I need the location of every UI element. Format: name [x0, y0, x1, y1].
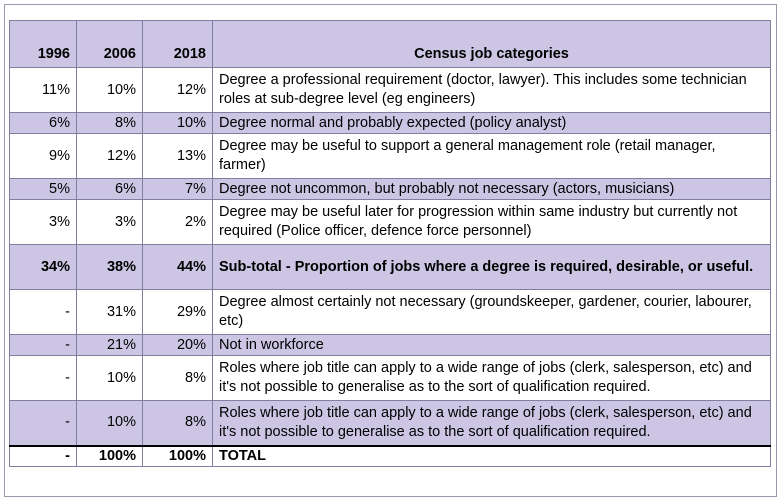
table-row: 3% 3% 2% Degree may be useful later for … — [9, 199, 771, 245]
cell-1996: - — [9, 355, 77, 401]
cell-2018: 7% — [142, 178, 213, 200]
cell-2018: 2% — [142, 199, 213, 245]
cell-2006: 6% — [76, 178, 143, 200]
cell-category: Degree not uncommon, but probably not ne… — [212, 178, 771, 200]
cell-category: TOTAL — [212, 444, 771, 467]
cell-category: Degree may be useful to support a genera… — [212, 133, 771, 179]
cell-category: Degree normal and probably expected (pol… — [212, 112, 771, 134]
cell-2006: 10% — [76, 400, 143, 446]
cell-category: Roles where job title can apply to a wid… — [212, 400, 771, 446]
cell-2006: 3% — [76, 199, 143, 245]
cell-2006: 100% — [76, 444, 143, 467]
cell-1996: 3% — [9, 199, 77, 245]
table-row: 11% 10% 12% Degree a professional requir… — [9, 67, 771, 113]
header-2018: 2018 — [142, 20, 213, 68]
cell-2006: 38% — [76, 244, 143, 290]
table-row: 9% 12% 13% Degree may be useful to suppo… — [9, 133, 771, 179]
cell-category: Sub-total - Proportion of jobs where a d… — [212, 244, 771, 290]
cell-2018: 100% — [142, 444, 213, 467]
table-row: - 10% 8% Roles where job title can apply… — [9, 355, 771, 401]
table-row: - 21% 20% Not in workforce — [9, 334, 771, 356]
cell-category: Degree may be useful later for progressi… — [212, 199, 771, 245]
header-row: 1996 2006 2018 Census job categories — [9, 20, 771, 68]
cell-category: Degree almost certainly not necessary (g… — [212, 289, 771, 335]
cell-2006: 12% — [76, 133, 143, 179]
table-row: 5% 6% 7% Degree not uncommon, but probab… — [9, 178, 771, 200]
cell-1996: - — [9, 444, 77, 467]
table-row: 6% 8% 10% Degree normal and probably exp… — [9, 112, 771, 134]
table-frame — [4, 4, 777, 497]
cell-1996: - — [9, 334, 77, 356]
cell-1996: - — [9, 289, 77, 335]
cell-1996: 5% — [9, 178, 77, 200]
cell-2018: 8% — [142, 400, 213, 446]
total-row: - 100% 100% TOTAL — [9, 444, 771, 467]
cell-1996: - — [9, 400, 77, 446]
cell-1996: 11% — [9, 67, 77, 113]
cell-2018: 8% — [142, 355, 213, 401]
cell-category: Roles where job title can apply to a wid… — [212, 355, 771, 401]
cell-2006: 31% — [76, 289, 143, 335]
header-1996: 1996 — [9, 20, 77, 68]
table-row: - 31% 29% Degree almost certainly not ne… — [9, 289, 771, 335]
census-job-table: 1996 2006 2018 Census job categories 11%… — [9, 20, 771, 467]
cell-category: Not in workforce — [212, 334, 771, 356]
cell-1996: 34% — [9, 244, 77, 290]
cell-2018: 44% — [142, 244, 213, 290]
cell-2006: 10% — [76, 67, 143, 113]
subtotal-row: 34% 38% 44% Sub-total - Proportion of jo… — [9, 244, 771, 290]
cell-2018: 12% — [142, 67, 213, 113]
cell-2018: 29% — [142, 289, 213, 335]
cell-2006: 10% — [76, 355, 143, 401]
header-2006: 2006 — [76, 20, 143, 68]
cell-1996: 9% — [9, 133, 77, 179]
header-categories: Census job categories — [212, 20, 771, 68]
cell-2006: 8% — [76, 112, 143, 134]
cell-category: Degree a professional requirement (docto… — [212, 67, 771, 113]
cell-2006: 21% — [76, 334, 143, 356]
cell-2018: 10% — [142, 112, 213, 134]
cell-2018: 20% — [142, 334, 213, 356]
table-row: - 10% 8% Roles where job title can apply… — [9, 400, 771, 446]
cell-2018: 13% — [142, 133, 213, 179]
cell-1996: 6% — [9, 112, 77, 134]
